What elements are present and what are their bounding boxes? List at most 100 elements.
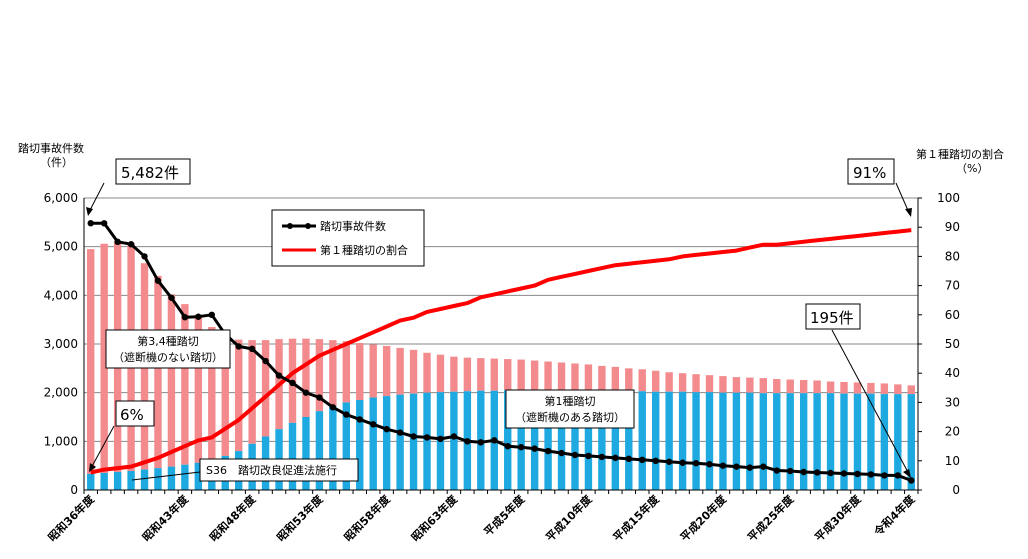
accidents-point bbox=[652, 457, 659, 464]
bar-type34 bbox=[813, 380, 821, 394]
bar-type34 bbox=[208, 326, 216, 460]
bar-type34 bbox=[154, 275, 162, 469]
left-tick-label: 6,000 bbox=[44, 191, 78, 205]
accidents-point bbox=[908, 477, 915, 484]
s36-leader bbox=[131, 471, 201, 481]
bar-type1 bbox=[840, 393, 848, 490]
bar-type34 bbox=[356, 343, 364, 400]
left-tick-label: 0 bbox=[70, 483, 78, 497]
s36-label: S36 踏切改良促進法施行 bbox=[206, 463, 337, 477]
accidents-point bbox=[154, 277, 162, 284]
bar-type1 bbox=[329, 406, 337, 490]
accidents-point bbox=[491, 437, 498, 444]
accidents-point bbox=[867, 471, 875, 478]
bar-type34 bbox=[746, 377, 754, 393]
bar-type34 bbox=[719, 376, 727, 393]
bar-type34 bbox=[530, 360, 539, 391]
bar-type34 bbox=[423, 352, 431, 393]
bar-type1 bbox=[140, 469, 149, 490]
bar-type1 bbox=[87, 473, 95, 490]
bar-type34 bbox=[504, 359, 512, 391]
right-tick-label: 30 bbox=[945, 395, 960, 409]
bar-type34 bbox=[651, 370, 660, 392]
left-tick-label: 5,000 bbox=[44, 240, 78, 254]
bar-type34 bbox=[409, 349, 418, 394]
accidents-point bbox=[114, 238, 121, 245]
right-axis-unit: （%） bbox=[956, 162, 988, 175]
bar-type34 bbox=[571, 363, 579, 391]
accidents-point bbox=[370, 421, 377, 428]
x-tick-label: 平成20年度 bbox=[677, 492, 730, 545]
x-tick-label: 平成25年度 bbox=[744, 492, 797, 545]
accidents-point bbox=[248, 345, 256, 353]
axis-ticks: 0 1,000 2,000 3,000 4,000 5,000 6,000 0 10 20 30 40… bbox=[44, 191, 960, 497]
bar-type34 bbox=[880, 383, 889, 395]
bar-type34 bbox=[557, 362, 566, 391]
bar-type34 bbox=[221, 335, 229, 456]
accidents-point bbox=[894, 472, 902, 479]
legend-ratio-label: 第１種踏切の割合 bbox=[320, 243, 408, 257]
bar-type1 bbox=[557, 390, 566, 490]
bar-type34 bbox=[382, 345, 391, 397]
bar-type34 bbox=[894, 384, 902, 395]
type34-annotation: 第3,4種踏切 （遮断機のない踏切） bbox=[105, 329, 231, 369]
bar-type34 bbox=[705, 375, 714, 393]
left-tick-label: 3,000 bbox=[44, 337, 78, 351]
callout-start-ratio: 6% bbox=[89, 400, 155, 472]
legend: 踏切事故件数 第１種踏切の割合 bbox=[271, 209, 425, 267]
bar-type1 bbox=[356, 399, 364, 490]
accidents-point bbox=[168, 294, 175, 301]
bar-type34 bbox=[315, 339, 324, 412]
bar-type34 bbox=[329, 340, 337, 407]
bar-type34 bbox=[181, 304, 189, 465]
callout-box bbox=[805, 303, 861, 330]
type1-label: 第1種踏切 bbox=[545, 394, 596, 408]
accidents-point bbox=[127, 241, 135, 248]
s36-box bbox=[199, 458, 359, 482]
type34-sublabel: （遮断機のない踏切） bbox=[113, 350, 223, 364]
accidents-point bbox=[854, 470, 861, 478]
bar-type1 bbox=[894, 394, 902, 490]
bar-type1 bbox=[638, 391, 646, 490]
bar-type1 bbox=[504, 390, 512, 490]
bar-type1 bbox=[517, 390, 525, 490]
left-axis-title: 踏切事故件数 bbox=[18, 141, 84, 155]
accidents-point bbox=[181, 314, 189, 321]
series-lines bbox=[87, 220, 915, 484]
bar-type1 bbox=[759, 393, 768, 490]
callout-arrow bbox=[831, 329, 911, 477]
accidents-point bbox=[504, 443, 511, 450]
bar-type34 bbox=[867, 382, 875, 394]
bar-type34 bbox=[302, 338, 310, 417]
accidents-point bbox=[585, 452, 592, 460]
bar-type34 bbox=[584, 364, 593, 391]
right-tick-label: 10 bbox=[945, 454, 960, 468]
bar-type34 bbox=[598, 365, 606, 391]
callout-text: 91% bbox=[853, 164, 886, 182]
bar-type1 bbox=[598, 390, 606, 490]
accidents-point bbox=[760, 463, 767, 470]
bar-type34 bbox=[517, 359, 525, 391]
accidents-point bbox=[356, 416, 363, 423]
accidents-point bbox=[464, 438, 471, 445]
legend-accidents-marker bbox=[287, 223, 293, 229]
bar-type34 bbox=[799, 380, 808, 394]
accidents-point bbox=[289, 379, 296, 387]
accidents-point bbox=[639, 456, 646, 464]
x-tick-label: 平成5年度 bbox=[481, 492, 528, 539]
callout-box bbox=[115, 400, 155, 427]
x-tick-label: 昭和53年度 bbox=[274, 492, 327, 545]
bar-type34 bbox=[194, 314, 203, 463]
bar-type34 bbox=[625, 368, 633, 392]
bar-type1 bbox=[625, 391, 633, 490]
accidents-point bbox=[275, 372, 283, 379]
bar-type34 bbox=[826, 381, 835, 394]
bar-type34 bbox=[907, 385, 915, 395]
crossing-bars bbox=[87, 241, 915, 490]
accidents-point bbox=[423, 434, 431, 441]
bar-type1 bbox=[719, 392, 727, 490]
accidents-point bbox=[517, 443, 525, 451]
right-tick-label: 90 bbox=[945, 220, 960, 234]
bar-type1 bbox=[732, 392, 741, 490]
type1-sublabel: （遮断機のある踏切） bbox=[515, 410, 625, 424]
